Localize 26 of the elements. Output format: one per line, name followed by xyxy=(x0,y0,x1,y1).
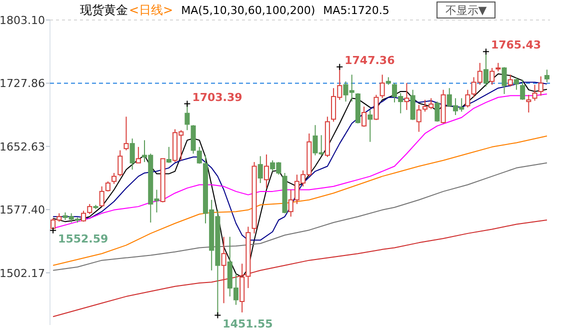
annotation: 1765.43 xyxy=(490,38,542,52)
candlestick xyxy=(264,154,269,189)
candlestick xyxy=(221,236,226,304)
line-series xyxy=(52,162,548,271)
candlestick xyxy=(404,82,410,110)
dropdown: 不显示▼ xyxy=(436,2,496,18)
text: MA(5,10,30,60,100,200) xyxy=(181,4,316,17)
candlestick xyxy=(526,94,532,113)
annotation: 1703.39 xyxy=(192,90,242,104)
y-tick-label: 1502.17 xyxy=(0,266,45,280)
y-tick-label: 1727.86 xyxy=(0,77,45,90)
chart-title: 现货黄金 xyxy=(80,3,128,17)
y-tick-label: 1577.40 xyxy=(0,204,45,217)
line-series xyxy=(52,136,548,266)
candlestick xyxy=(258,156,263,184)
annotation: 1451.55 xyxy=(222,317,273,330)
annotation: 1552.59 xyxy=(58,232,108,246)
line-series xyxy=(52,220,548,318)
y-tick-label: 1652.63 xyxy=(0,140,45,154)
annotation: 1747.36 xyxy=(344,54,396,67)
candlestick xyxy=(416,104,422,132)
y-tick-label: 1803.10 xyxy=(0,14,45,27)
text: MA5:1720.5 xyxy=(323,4,390,17)
candlestick xyxy=(490,67,495,86)
chart-subtitle: <日线> xyxy=(129,3,174,17)
candlestick xyxy=(368,109,373,142)
